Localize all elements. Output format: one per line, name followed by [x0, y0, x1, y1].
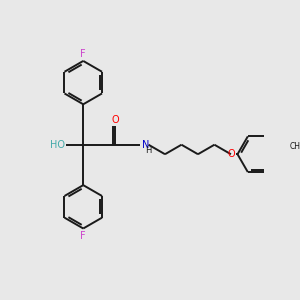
Text: HO: HO	[50, 140, 65, 150]
Text: O: O	[227, 149, 235, 159]
Text: N: N	[142, 140, 149, 150]
Text: F: F	[80, 231, 86, 241]
Text: CH₃: CH₃	[290, 142, 300, 151]
Text: H: H	[145, 146, 152, 155]
Text: O: O	[111, 115, 119, 125]
Text: F: F	[80, 49, 86, 58]
